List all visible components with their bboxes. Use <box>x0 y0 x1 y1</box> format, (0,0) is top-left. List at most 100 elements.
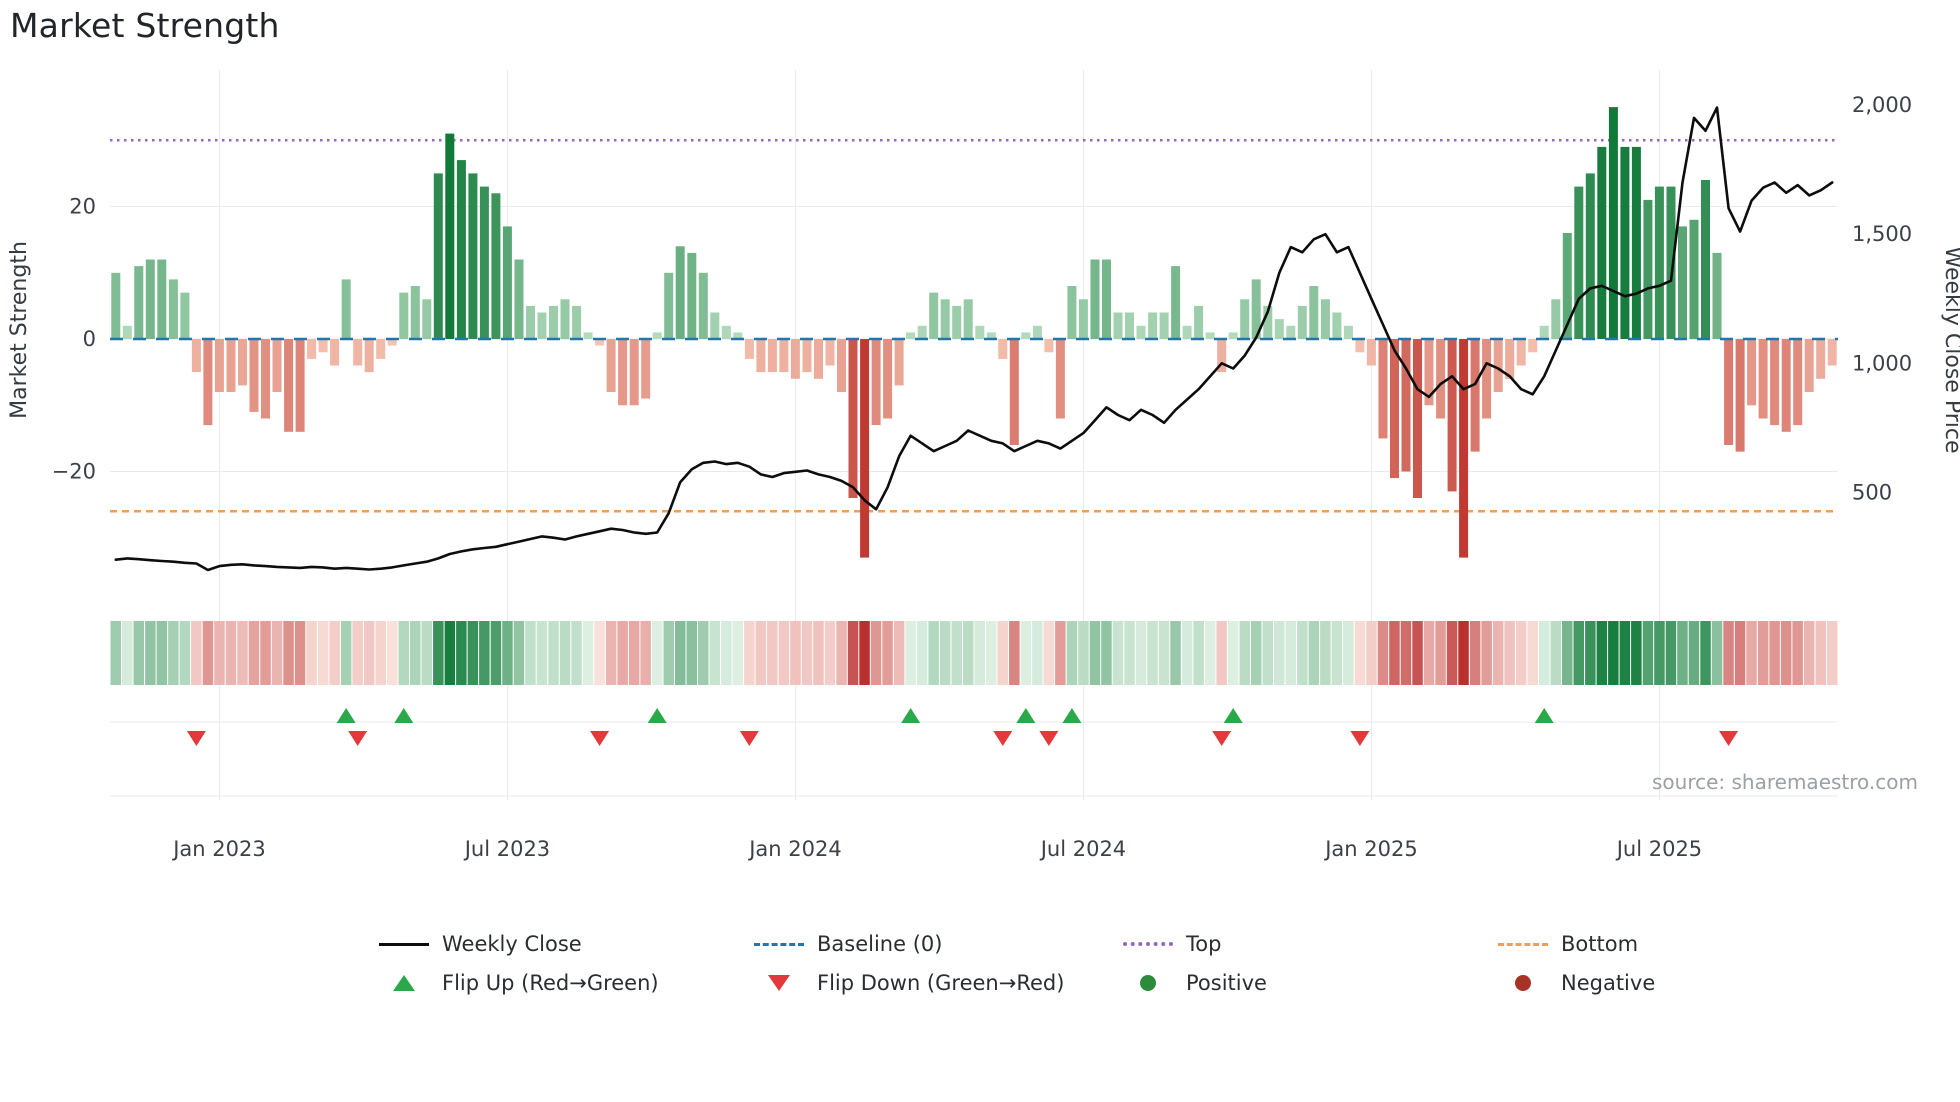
strength-bar <box>1205 332 1215 339</box>
heatmap-cell <box>778 621 790 685</box>
axis-labels: 20 0 −20 2,000 1,500 1,000 500 Jan 2023 Jul 2023… <box>7 93 1960 861</box>
strength-bar <box>998 339 1008 359</box>
strength-bar <box>387 339 397 346</box>
heatmap-cell <box>1492 621 1504 685</box>
axis-text: 500 <box>1852 481 1892 505</box>
strength-bar <box>445 133 455 339</box>
heatmap-cell <box>110 621 121 685</box>
strength-bar <box>526 305 535 339</box>
heatmap-cell <box>1066 621 1078 685</box>
flip-down-marker <box>739 731 759 746</box>
strength-bar <box>825 339 835 366</box>
strength-bar <box>1551 299 1561 340</box>
strength-bar <box>1758 339 1768 419</box>
heatmap-cell <box>1274 621 1285 685</box>
heatmap-cell <box>375 621 386 685</box>
heatmap-cell <box>1320 621 1331 685</box>
heatmap-cell <box>893 621 905 685</box>
strength-bar <box>1436 339 1446 419</box>
heatmap-cell <box>444 621 456 685</box>
heatmap-cell <box>387 621 398 685</box>
strength-bar <box>687 252 697 339</box>
strength-bar <box>917 325 927 340</box>
heatmap-cell <box>1803 621 1815 685</box>
heatmap-cell <box>191 621 202 685</box>
strength-bar <box>514 259 524 339</box>
strength-bar <box>376 339 386 359</box>
strength-heatmap-strip <box>110 621 1838 685</box>
heatmap-cell <box>1827 621 1838 685</box>
strength-bar <box>618 339 628 406</box>
strength-bars <box>111 107 1837 558</box>
axis-text: 1,500 <box>1852 222 1912 246</box>
heatmap-cell <box>1734 621 1746 685</box>
heatmap-cell <box>548 621 559 685</box>
strength-bar <box>1516 339 1526 366</box>
heatmap-cell <box>1769 621 1780 685</box>
heatmap-cell <box>1757 621 1769 685</box>
strength-bar <box>698 272 708 340</box>
source-attribution: source: sharemaestro.com <box>1652 770 1918 794</box>
axis-text: Jul 2025 <box>1615 837 1702 861</box>
strength-bar <box>1562 233 1572 339</box>
heatmap-cell <box>1078 621 1089 685</box>
strength-bar <box>848 339 858 498</box>
heatmap-cell <box>1251 621 1262 685</box>
strength-bar <box>1747 339 1757 406</box>
strength-bar <box>1286 325 1296 340</box>
strength-bar <box>238 339 247 386</box>
heatmap-cell <box>214 621 225 685</box>
heatmap-cell <box>202 621 214 685</box>
strength-bar <box>1678 226 1687 339</box>
strength-bar <box>837 339 846 392</box>
heatmap-cell <box>571 621 582 685</box>
heatmap-cell <box>882 621 893 685</box>
heatmap-cell <box>605 621 617 685</box>
strength-bar <box>1055 339 1065 419</box>
strength-bar <box>191 339 201 373</box>
strength-bar <box>664 272 674 340</box>
heatmap-cell <box>1700 621 1711 685</box>
heatmap-cell <box>963 621 974 685</box>
strength-bar <box>1332 312 1342 339</box>
heatmap-cell <box>801 621 813 685</box>
heatmap-cell <box>363 621 375 685</box>
strength-bar <box>1390 339 1399 479</box>
strength-bar <box>583 332 593 339</box>
strength-bar <box>1366 339 1376 366</box>
strength-bar <box>779 339 789 373</box>
heatmap-cell <box>156 621 168 685</box>
strength-bar <box>1182 325 1192 340</box>
heatmap-cell <box>1227 621 1239 685</box>
strength-bar <box>318 339 328 353</box>
strength-bar <box>145 259 155 339</box>
strength-bar <box>1459 339 1469 558</box>
heatmap-cell <box>790 621 801 685</box>
strength-bar <box>214 339 224 392</box>
heatmap-cell <box>744 621 755 685</box>
weekly-close-line <box>114 106 1834 572</box>
axis-text: Weekly Close Price <box>1940 247 1960 454</box>
strength-bar <box>1148 312 1158 339</box>
heatmap-cell <box>1285 621 1296 685</box>
heatmap-cell <box>1631 621 1642 685</box>
strength-bar <box>802 339 812 373</box>
heatmap-cell <box>1239 621 1250 685</box>
strength-bar <box>1493 339 1503 392</box>
heatmap-cell <box>859 621 870 685</box>
strength-bar <box>1044 339 1054 353</box>
strength-bar <box>1274 319 1284 339</box>
heatmap-cell <box>1435 621 1446 685</box>
heatmap-cell <box>410 621 421 685</box>
strength-bar <box>1447 339 1457 492</box>
strength-bar <box>940 299 950 340</box>
gridlines <box>110 70 1838 800</box>
strength-bar <box>1251 279 1261 339</box>
heatmap-cell <box>1446 621 1458 685</box>
strength-bar <box>595 339 605 346</box>
flip-down-marker <box>993 731 1013 746</box>
heatmap-cell <box>1389 621 1400 685</box>
heatmap-cell <box>1677 621 1688 685</box>
flip-up-marker <box>1534 708 1554 723</box>
strength-bar <box>468 173 478 339</box>
